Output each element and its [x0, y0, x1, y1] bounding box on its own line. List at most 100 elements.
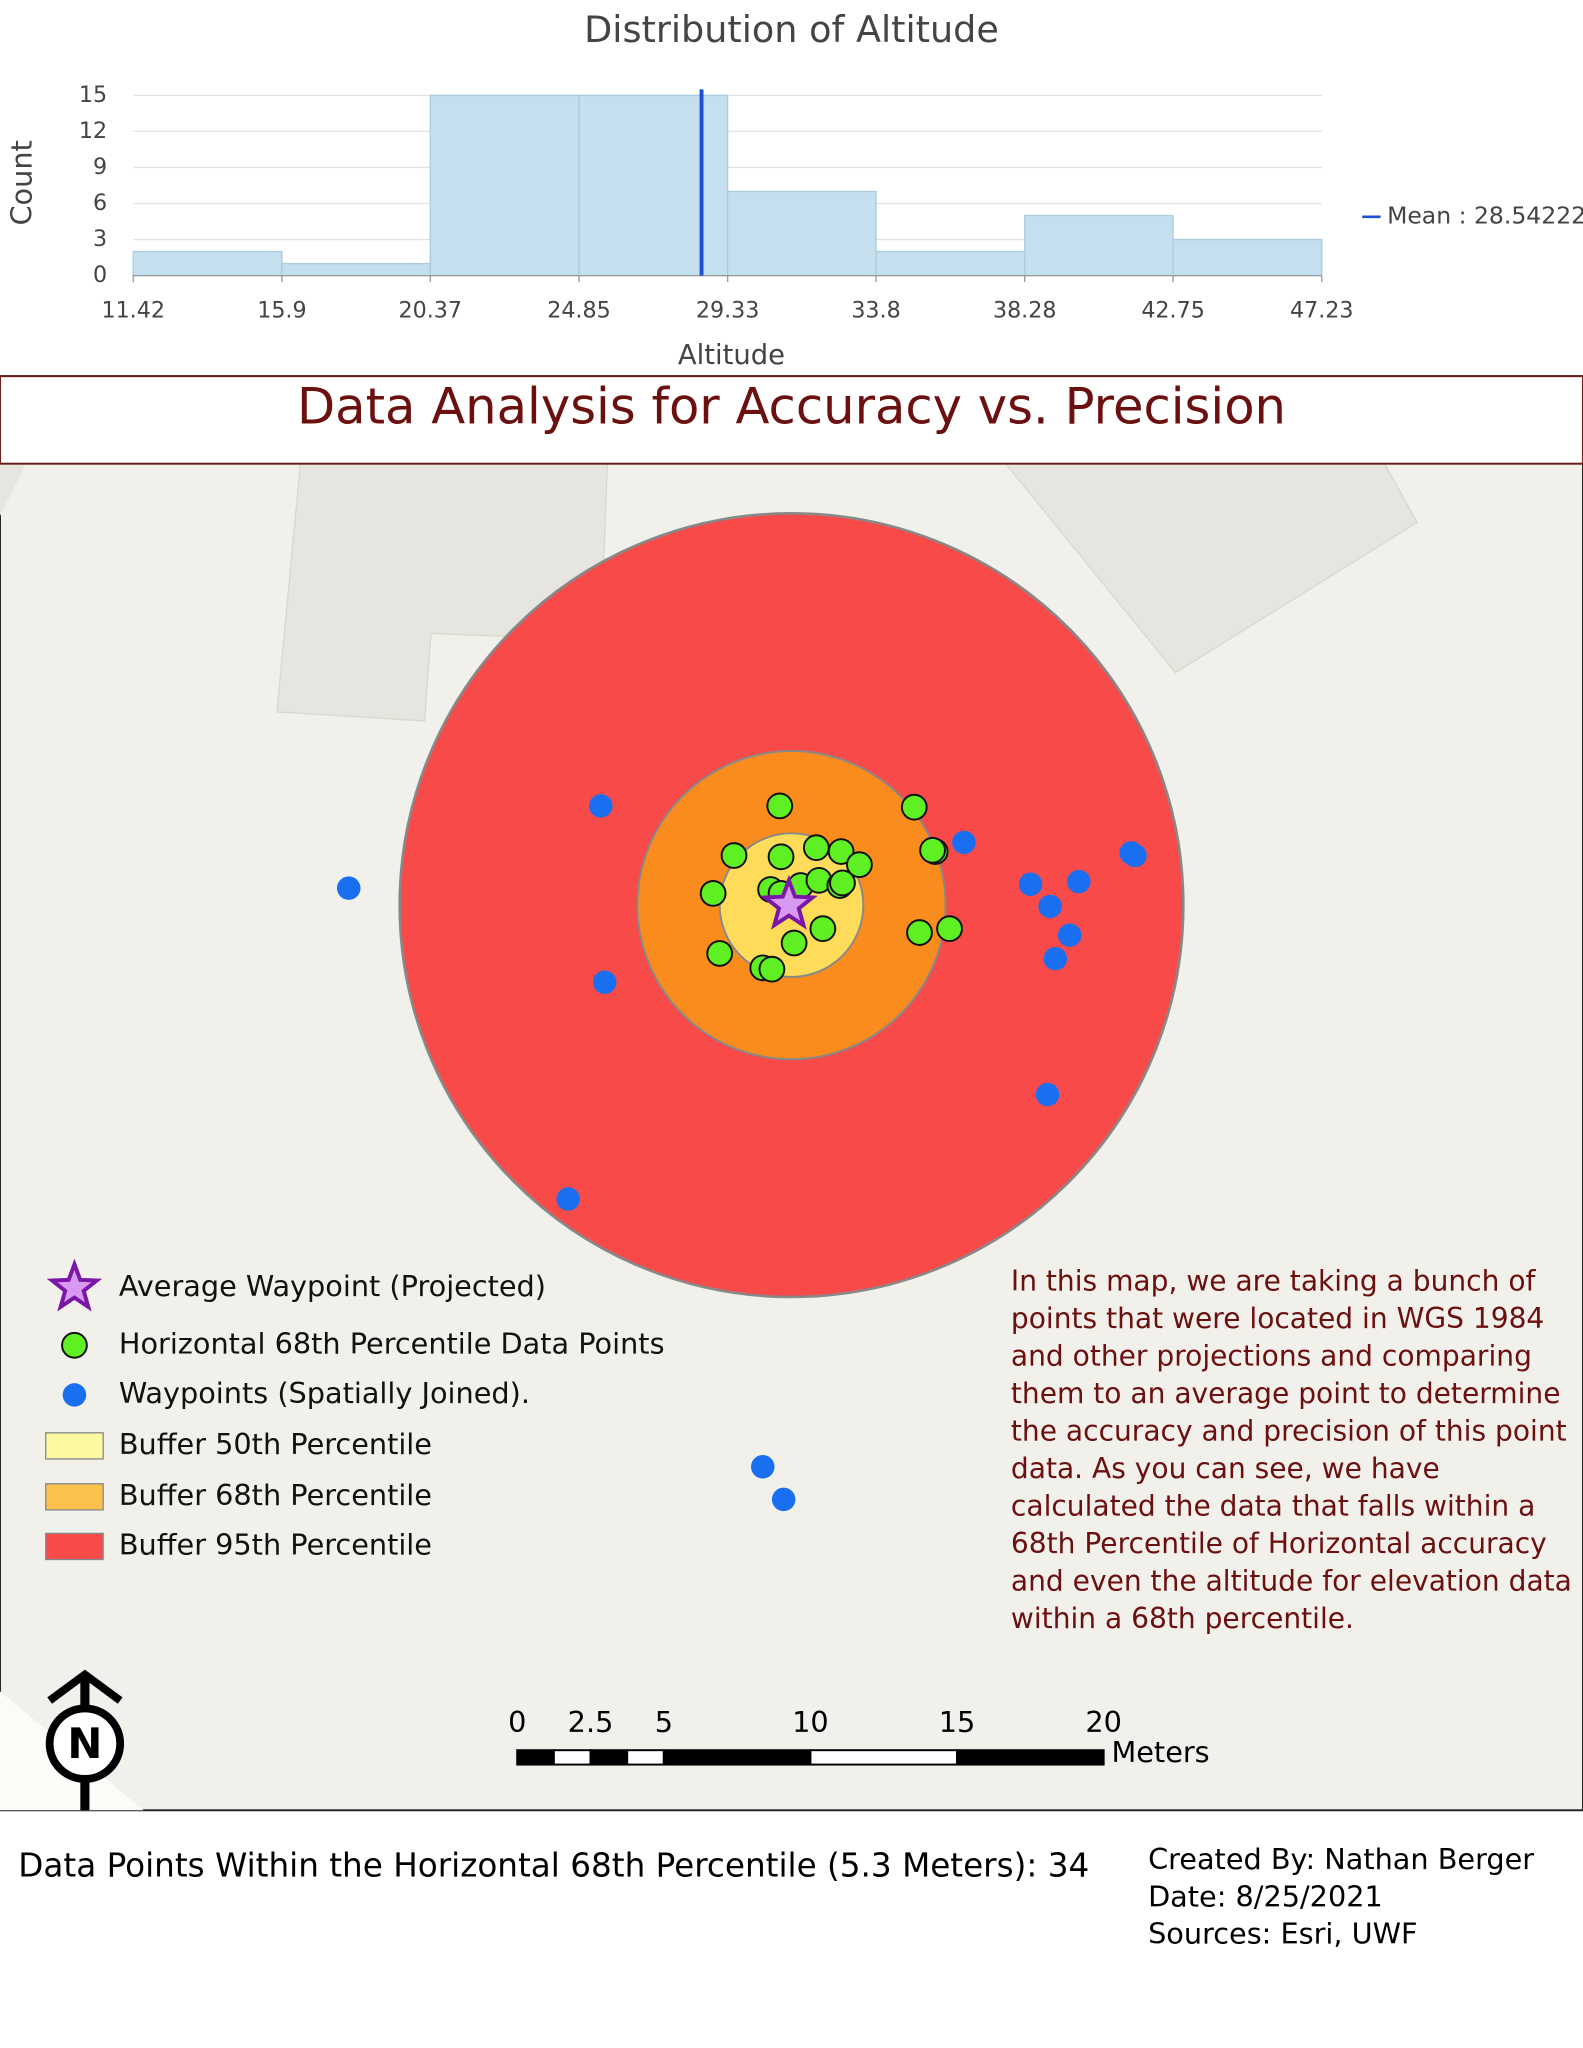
y-tick-label: 0	[93, 262, 107, 288]
summary: Data Points Within the Horizontal 68th P…	[18, 1847, 1089, 1885]
bar	[1172, 238, 1323, 277]
data-point	[827, 838, 855, 865]
scale-label: 2.5	[568, 1705, 614, 1739]
description-line: the accuracy and precision of this point	[1011, 1415, 1567, 1448]
legend-star	[46, 1258, 103, 1312]
legend: Average Waypoint (Projected) Horizontal 6…	[45, 1258, 665, 1561]
scale-unit: Meters	[1111, 1735, 1209, 1769]
data-point	[720, 842, 748, 869]
waypoint	[1067, 869, 1091, 894]
legend-label: Waypoints (Spatially Joined).	[119, 1376, 530, 1410]
x-tick-label: 47.23	[1290, 297, 1354, 323]
data-point	[809, 915, 837, 943]
bar	[875, 250, 1026, 277]
x-tick-label: 15.9	[257, 297, 306, 323]
y-tick-label: 12	[79, 118, 107, 144]
description-line: In this map, we are taking a bunch of	[1011, 1265, 1537, 1298]
waypoint	[1038, 894, 1062, 919]
legend-label: Buffer 95th Percentile	[119, 1527, 432, 1561]
legend-green	[61, 1331, 88, 1359]
histogram: 0 3 6 9 12 15 11.42 15.9 20.37 24.85 29.33 33.8 38.2…	[79, 82, 1583, 324]
data-point	[706, 940, 734, 967]
data-point	[780, 929, 808, 957]
waypoint	[751, 1455, 775, 1479]
x-tick-label: 11.42	[101, 297, 165, 323]
bar	[578, 94, 729, 277]
x-tick-label: 20.37	[399, 297, 463, 323]
waypoint	[1043, 946, 1068, 971]
waypoint	[556, 1187, 580, 1211]
y-tick-label: 6	[93, 190, 107, 216]
legend-swatch	[45, 1432, 104, 1460]
waypoint	[952, 830, 976, 855]
legend-label: Horizontal 68th Percentile Data Points	[119, 1326, 665, 1360]
scale-segment	[662, 1749, 812, 1766]
description-line: and even the altitude for elevation data	[1011, 1564, 1572, 1597]
data-point	[758, 955, 786, 983]
x-tick-label: 38.28	[993, 297, 1057, 323]
waypoint	[336, 876, 361, 900]
description-line: calculated the data that falls within a	[1011, 1490, 1535, 1523]
building	[0, 463, 27, 516]
description-line: points that were located in WGS 1984	[1011, 1302, 1544, 1335]
title-box	[0, 375, 1583, 465]
scale-segment	[589, 1749, 629, 1766]
scale-label: 20	[1085, 1705, 1122, 1739]
data-point	[766, 792, 794, 820]
description: In this map, we are taking a bunch of poi…	[1011, 1265, 1572, 1635]
scale-segment	[809, 1749, 959, 1766]
waypoint	[1018, 872, 1043, 897]
data-point	[767, 843, 795, 871]
y-tick-label: 3	[93, 226, 107, 252]
legend-swatch	[45, 1483, 104, 1511]
legend-label: Average Waypoint (Projected)	[119, 1269, 546, 1303]
scale-segment	[552, 1749, 592, 1766]
x-tick-label: 29.33	[696, 297, 760, 323]
bar	[429, 94, 580, 277]
waypoint	[1123, 843, 1147, 868]
x-tick-label: 33.8	[851, 297, 900, 323]
credit-line: Created By: Nathan Berger	[1148, 1842, 1534, 1876]
scale-label: 5	[655, 1705, 673, 1739]
description-line: them to an average point to determine	[1011, 1377, 1561, 1410]
map-title: Data Analysis for Accuracy vs. Precision	[297, 378, 1286, 436]
x-tick-label: 42.75	[1141, 297, 1205, 323]
north-arrow: N	[45, 1669, 125, 1811]
x-axis-label: Altitude	[678, 340, 785, 371]
waypoint	[1035, 1082, 1060, 1107]
bar	[132, 250, 283, 277]
credit-line: Sources: Esri, UWF	[1148, 1917, 1418, 1951]
legend-blue	[62, 1383, 87, 1407]
data-point	[802, 834, 830, 862]
scale-segment	[516, 1749, 555, 1766]
mean-legend-label: Mean : 28.54222	[1387, 201, 1583, 229]
chart-title: Distribution of Altitude	[584, 8, 999, 51]
description-line: data. As you can see, we have	[1011, 1452, 1440, 1485]
waypoint	[589, 794, 613, 818]
average-waypoint	[759, 874, 818, 930]
description-line: and other projections and comparing	[1011, 1340, 1532, 1373]
north-label: N	[67, 1719, 102, 1768]
scale-label: 15	[939, 1705, 976, 1739]
bar	[1024, 214, 1174, 277]
data-point	[936, 915, 963, 943]
legend-label: Buffer 50th Percentile	[119, 1427, 432, 1461]
y-axis-label: Count	[5, 140, 39, 225]
points	[336, 792, 1147, 1512]
x-tick-label: 24.85	[547, 297, 611, 323]
data-point	[699, 880, 727, 907]
waypoint	[592, 970, 617, 994]
y-tick-label: 15	[79, 82, 107, 108]
data-point	[919, 836, 946, 864]
scale-segment	[956, 1749, 1105, 1766]
data-point	[829, 869, 856, 897]
waypoint	[1057, 923, 1082, 947]
description-line: 68th Percentile of Horizontal accuracy	[1011, 1527, 1547, 1560]
data-point	[906, 919, 933, 946]
scale-label: 10	[792, 1705, 829, 1739]
scale-segment	[626, 1749, 665, 1766]
